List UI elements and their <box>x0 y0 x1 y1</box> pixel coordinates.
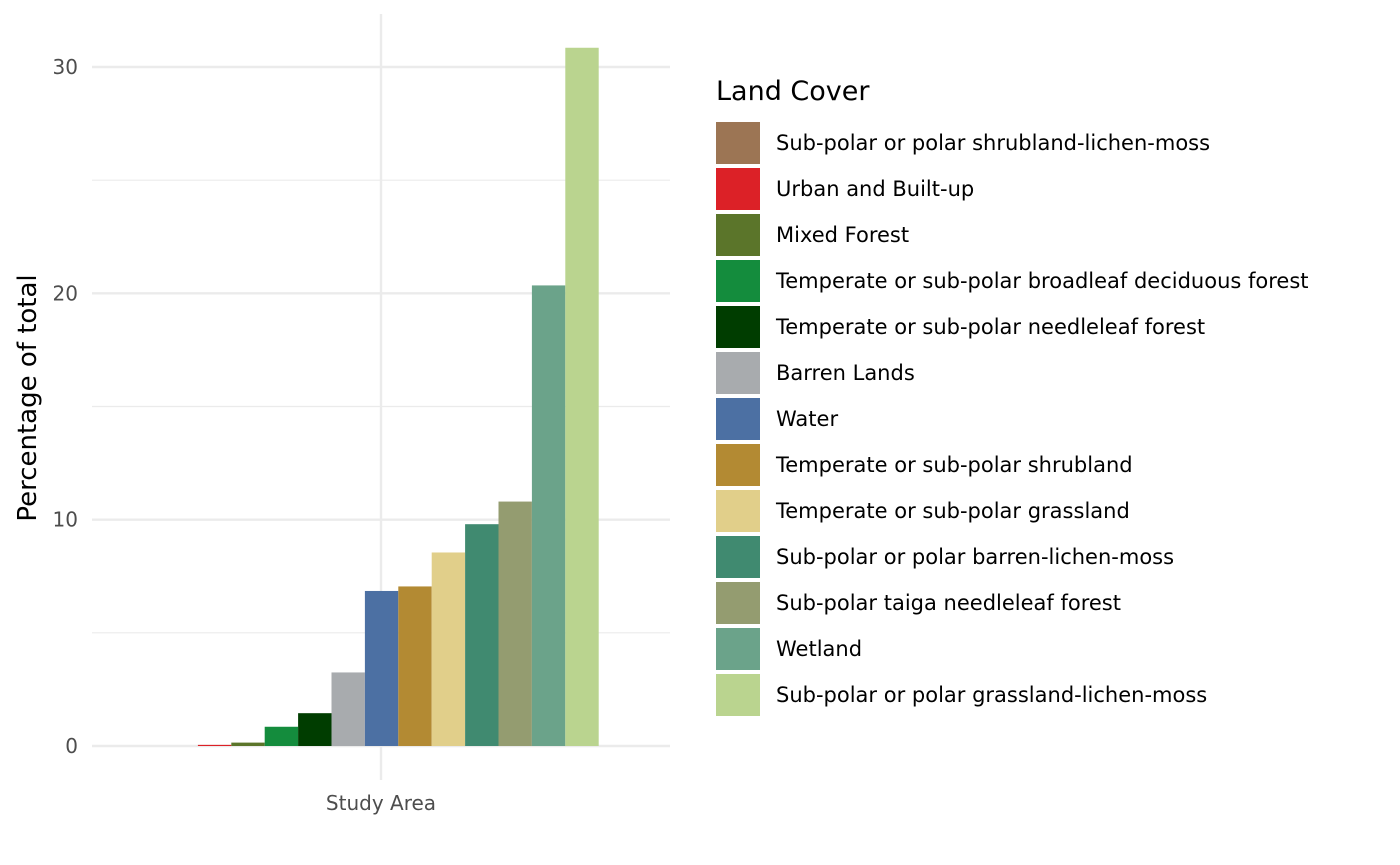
legend-swatch <box>716 628 760 670</box>
bar-mixed-forest <box>231 742 265 746</box>
y-tick-label: 10 <box>53 508 78 532</box>
legend-swatch <box>716 582 760 624</box>
legend-label: Temperate or sub-polar needleleaf forest <box>776 315 1206 339</box>
legend-label: Urban and Built-up <box>776 177 975 201</box>
y-tick-label: 20 <box>53 281 78 305</box>
legend-item: Temperate or sub-polar needleleaf forest <box>716 304 1309 350</box>
bar-sub-polar-or-polar-grassland-lichen-moss <box>565 47 599 747</box>
legend-label: Temperate or sub-polar grassland <box>776 499 1130 523</box>
legend-item: Wetland <box>716 626 1309 672</box>
legend-item: Sub-polar taiga needleleaf forest <box>716 580 1309 626</box>
bar-sub-polar-taiga-needleleaf-forest <box>498 501 532 746</box>
legend-item: Water <box>716 396 1309 442</box>
legend-item: Temperate or sub-polar broadleaf deciduo… <box>716 258 1309 304</box>
bar-temperate-or-sub-polar-grassland <box>431 552 466 746</box>
legend-label: Sub-polar taiga needleleaf forest <box>776 591 1121 615</box>
bar-urban-and-built-up <box>197 744 232 746</box>
y-axis-title: Percentage of total <box>13 274 43 521</box>
legend-swatch <box>716 122 760 164</box>
legend: Land Cover Sub-polar or polar shrubland-… <box>716 72 1309 718</box>
legend-swatch <box>716 168 760 210</box>
legend-label: Wetland <box>776 637 863 661</box>
legend-item: Sub-polar or polar grassland-lichen-moss <box>716 672 1309 718</box>
bar-temperate-or-sub-polar-broadleaf-deciduous-forest <box>264 726 299 746</box>
legend-item: Urban and Built-up <box>716 166 1309 212</box>
legend-item: Sub-polar or polar barren-lichen-moss <box>716 534 1309 580</box>
legend-swatch <box>716 536 760 578</box>
legend-label: Mixed Forest <box>776 223 910 247</box>
legend-item: Mixed Forest <box>716 212 1309 258</box>
legend-swatch <box>716 260 760 302</box>
legend-item: Temperate or sub-polar shrubland <box>716 442 1309 488</box>
legend-title: Land Cover <box>716 76 870 107</box>
legend-label: Barren Lands <box>776 361 915 385</box>
legend-item: Temperate or sub-polar grassland <box>716 488 1309 534</box>
legend-label: Temperate or sub-polar broadleaf deciduo… <box>776 269 1309 293</box>
legend-label: Sub-polar or polar barren-lichen-moss <box>776 545 1175 569</box>
legend-item: Sub-polar or polar shrubland-lichen-moss <box>716 120 1309 166</box>
legend-swatch <box>716 306 760 348</box>
legend-swatch <box>716 214 760 256</box>
y-axis-ticks: 0 10 20 30 <box>53 55 78 758</box>
legend-label: Sub-polar or polar grassland-lichen-moss <box>776 683 1208 707</box>
legend-swatch <box>716 444 760 486</box>
bar-water <box>364 590 399 746</box>
legend-item: Barren Lands <box>716 350 1309 396</box>
y-tick-label: 0 <box>65 734 78 758</box>
legend-label: Temperate or sub-polar shrubland <box>776 453 1133 477</box>
bar-temperate-or-sub-polar-shrubland <box>398 586 432 746</box>
bars <box>197 47 599 747</box>
bar-chart: 0 10 20 30 Study Area Percentage of total <box>13 14 670 815</box>
bar-barren-lands <box>331 672 365 746</box>
legend-label: Sub-polar or polar shrubland-lichen-moss <box>776 131 1211 155</box>
legend-swatch <box>716 674 760 716</box>
legend-swatch <box>716 398 760 440</box>
bar-temperate-or-sub-polar-needleleaf-forest <box>298 713 332 746</box>
legend-items: Sub-polar or polar shrubland-lichen-moss… <box>716 120 1309 718</box>
bar-sub-polar-or-polar-barren-lichen-moss <box>465 524 499 746</box>
y-tick-label: 30 <box>53 55 78 79</box>
bar-wetland <box>531 285 566 746</box>
legend-swatch <box>716 490 760 532</box>
legend-swatch <box>716 352 760 394</box>
x-axis-tick-label: Study Area <box>326 791 436 815</box>
legend-label: Water <box>776 407 839 431</box>
